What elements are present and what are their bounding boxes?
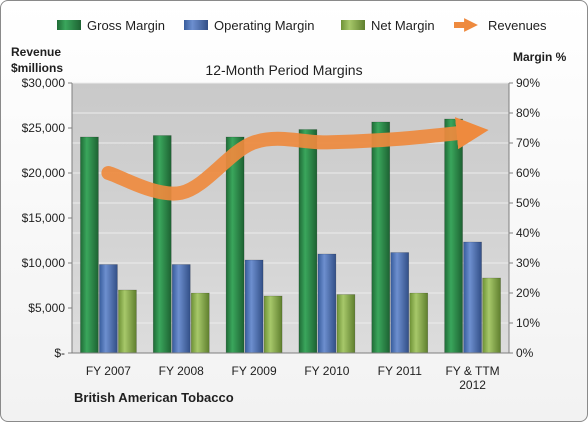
y-left-tick-label: $30,000 [22, 76, 66, 90]
bar-net-margin [409, 292, 429, 354]
bar-net-margin [263, 295, 283, 354]
bar-net-margin [336, 294, 356, 354]
x-tick-label: 2012 [459, 378, 486, 392]
y-right-tick-label: 20% [516, 286, 540, 300]
legend-label-revenues: Revenues [488, 18, 547, 33]
bar-net-margin [190, 292, 210, 354]
y-right-label: Margin % [513, 50, 567, 64]
y-left-tick-label: $- [54, 346, 65, 360]
y-left-label-line2: $millions [11, 61, 63, 75]
y-right-tick-label: 30% [516, 256, 540, 270]
revenue-line [101, 117, 489, 201]
bar-gross-margin [152, 135, 172, 354]
legend-label-net-margin: Net Margin [371, 18, 435, 33]
x-tick-label: FY & TTM [445, 364, 499, 378]
bar-gross-margin [225, 136, 245, 354]
y-right-tick-label: 60% [516, 166, 540, 180]
bar-operating-margin [390, 252, 410, 354]
bar-operating-margin [463, 241, 482, 354]
x-tick-label: FY 2010 [304, 364, 349, 378]
axes: $- $5,000 $10,000 $15,000 $20,000 $25,000 $30,… [22, 76, 541, 392]
bar-gross-margin [80, 136, 99, 354]
revenue-line-path [101, 117, 489, 201]
y-right-tick-label: 10% [516, 316, 540, 330]
y-right-tick-label: 50% [516, 196, 540, 210]
bar-marks [80, 118, 501, 354]
bar-operating-margin [317, 253, 337, 354]
y-left-tick-label: $15,000 [22, 211, 66, 225]
y-left-tick-label: $20,000 [22, 166, 66, 180]
x-tick-label: FY 2008 [159, 364, 204, 378]
bar-net-margin [482, 277, 501, 354]
bar-net-margin [118, 289, 137, 354]
y-left-label-line1: Revenue [11, 45, 61, 59]
bar-gross-margin [444, 118, 463, 354]
y-left-tick-label: $5,000 [28, 301, 65, 315]
x-tick-label: FY 2009 [232, 364, 277, 378]
plot-area [72, 83, 509, 353]
legend-swatch-net-margin [341, 20, 365, 30]
legend-label-gross-margin: Gross Margin [87, 18, 165, 33]
bar-gross-margin [298, 129, 318, 354]
bar-gross-margin [371, 121, 391, 354]
x-tick-label: FY 2007 [86, 364, 131, 378]
legend-swatch-gross-margin [57, 20, 81, 30]
company-name: British American Tobacco [74, 390, 234, 405]
bar-operating-margin [99, 264, 118, 354]
legend-label-operating-margin: Operating Margin [214, 18, 314, 33]
y-right-tick-label: 70% [516, 136, 540, 150]
y-right-tick-label: 0% [516, 346, 534, 360]
bar-operating-margin [244, 259, 264, 354]
bar-operating-margin [171, 264, 191, 354]
y-right-tick-label: 90% [516, 76, 540, 90]
chart-title: 12-Month Period Margins [205, 62, 362, 78]
x-tick-label: FY 2011 [378, 364, 423, 378]
legend: Gross Margin Operating Margin Net Margin… [57, 18, 547, 33]
gridlines [72, 82, 509, 354]
y-left-tick-label: $10,000 [22, 256, 66, 270]
y-left-tick-label: $25,000 [22, 121, 66, 135]
y-right-tick-label: 80% [516, 106, 540, 120]
y-right-tick-label: 40% [516, 226, 540, 240]
legend-swatch-operating-margin [184, 20, 208, 30]
